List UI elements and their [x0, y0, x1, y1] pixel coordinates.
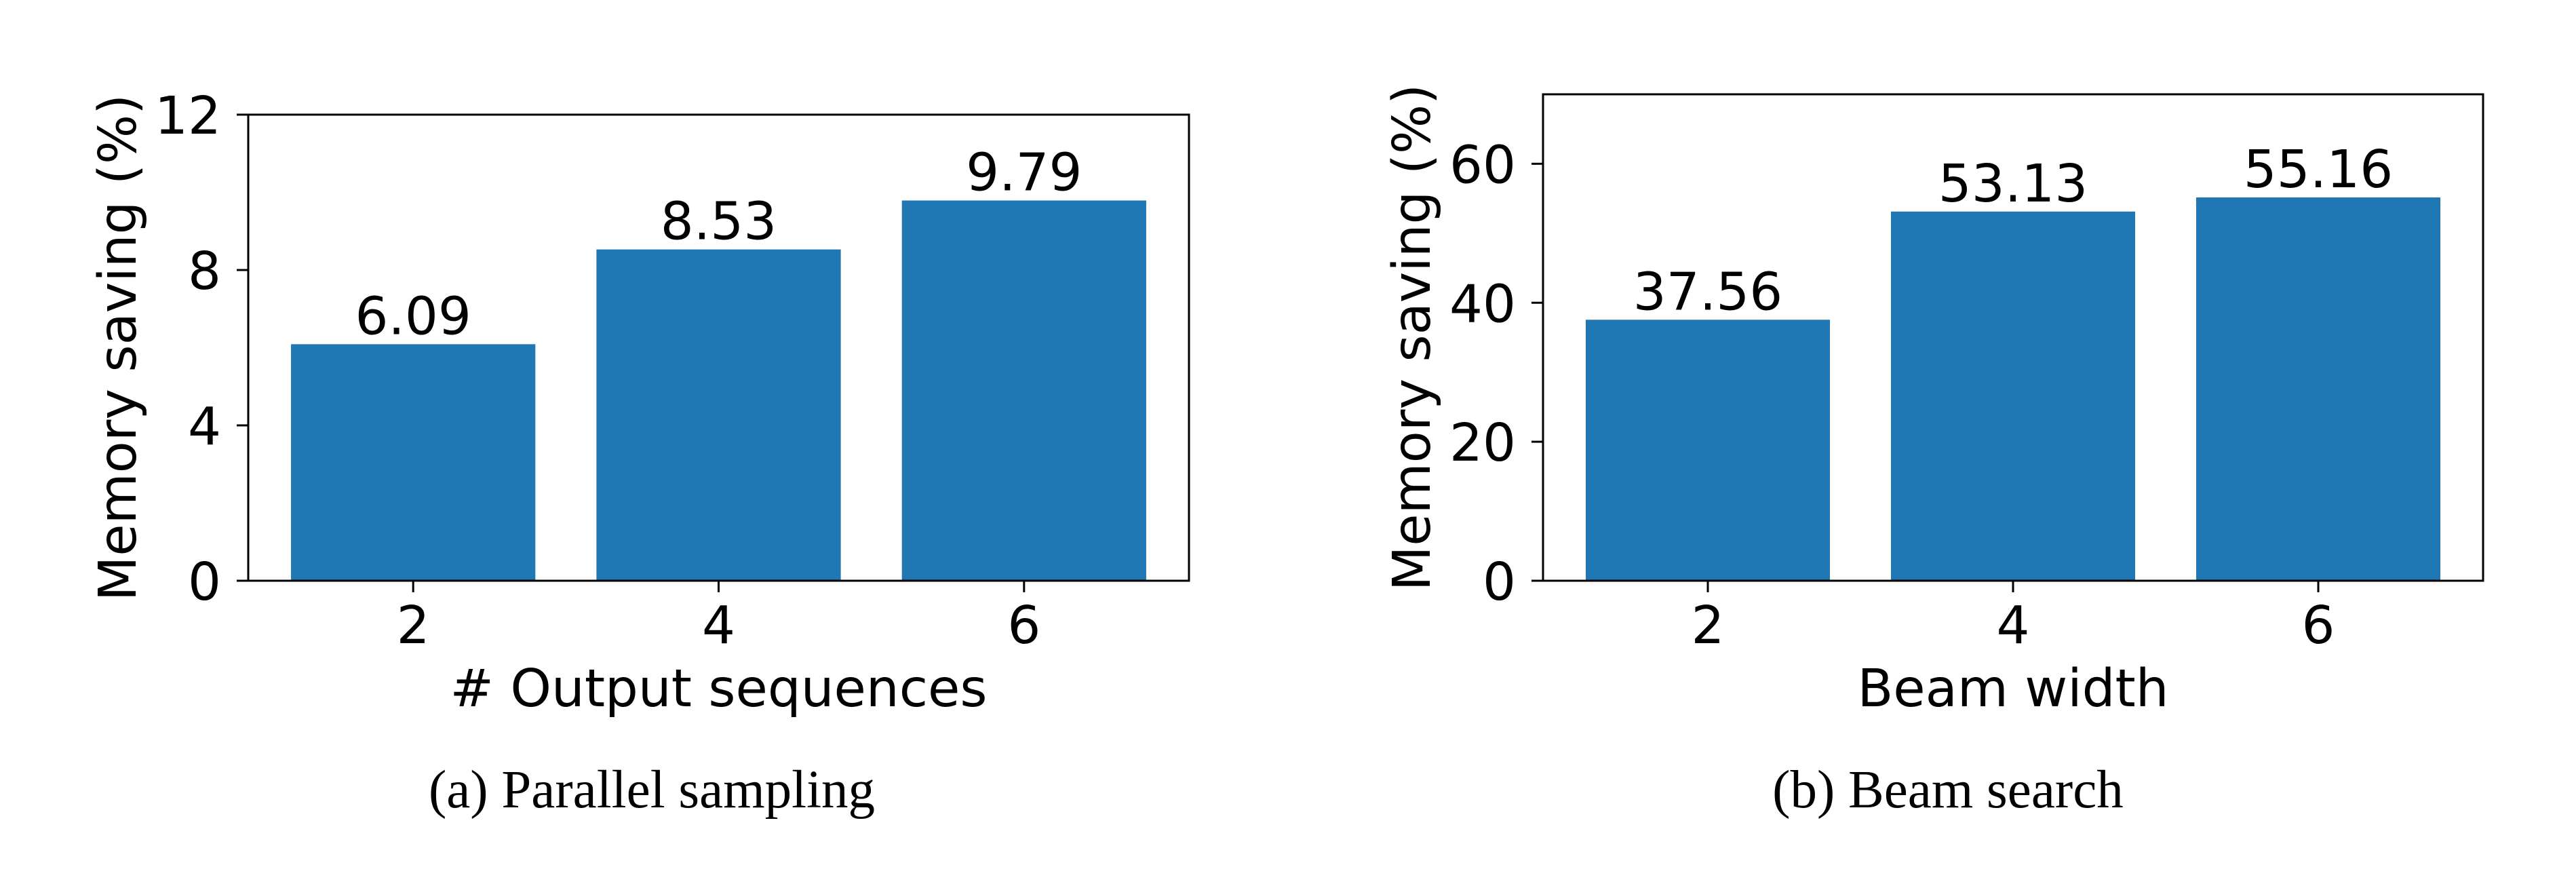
bar-value-label: 9.79 — [966, 143, 1082, 204]
y-tick-label: 4 — [188, 397, 221, 457]
bar-value-labels: 6.09 8.53 9.79 — [355, 143, 1082, 347]
y-axis-ticks: 0 20 40 60 — [1449, 135, 1543, 613]
y-axis-label: Memory saving (%) — [1382, 84, 1443, 591]
bar-value-label: 8.53 — [661, 192, 777, 252]
y-tick-label: 0 — [188, 552, 221, 613]
x-tick-label: 4 — [1997, 596, 2030, 656]
y-tick-label: 8 — [188, 242, 221, 302]
y-tick-label: 60 — [1449, 135, 1516, 195]
x-axis-label: Beam width — [1857, 659, 2168, 719]
bar-4 — [596, 249, 841, 581]
bars — [291, 200, 1146, 581]
subplot-parallel-sampling: 6.09 8.53 9.79 0 4 8 12 2 4 6 Memory saving (%)… — [88, 86, 1190, 820]
bar-value-label: 37.56 — [1633, 262, 1782, 322]
bar-value-label: 53.13 — [1938, 154, 2088, 214]
bar-2 — [291, 344, 536, 581]
x-tick-label: 2 — [1692, 596, 1725, 656]
y-axis-ticks: 0 4 8 12 — [155, 86, 248, 613]
x-axis-ticks: 2 4 6 — [1692, 581, 2335, 656]
x-axis-ticks: 2 4 6 — [397, 581, 1040, 656]
subfigure-caption: (a) Parallel sampling — [429, 761, 875, 820]
y-tick-label: 0 — [1483, 552, 1516, 613]
x-axis-label: # Output sequences — [450, 659, 987, 719]
y-tick-label: 40 — [1449, 274, 1516, 334]
bar-6 — [901, 200, 1146, 581]
x-tick-label: 6 — [2302, 596, 2335, 656]
x-tick-label: 6 — [1007, 596, 1040, 656]
bar-value-label: 6.09 — [355, 286, 471, 347]
y-tick-label: 20 — [1449, 413, 1516, 474]
x-tick-label: 4 — [702, 596, 735, 656]
bars — [1586, 197, 2440, 581]
bar-6 — [2196, 197, 2440, 581]
bar-4 — [1891, 211, 2135, 581]
y-axis-label: Memory saving (%) — [88, 94, 149, 601]
x-tick-label: 2 — [397, 596, 430, 656]
subplot-beam-search: 37.56 53.13 55.16 0 20 40 60 2 4 6 Memory savin… — [1382, 84, 2484, 820]
bar-2 — [1586, 320, 1830, 581]
y-tick-label: 12 — [155, 86, 221, 147]
subfigure-caption: (b) Beam search — [1772, 761, 2124, 820]
bar-value-label: 55.16 — [2244, 140, 2393, 200]
bar-value-labels: 37.56 53.13 55.16 — [1633, 140, 2393, 322]
